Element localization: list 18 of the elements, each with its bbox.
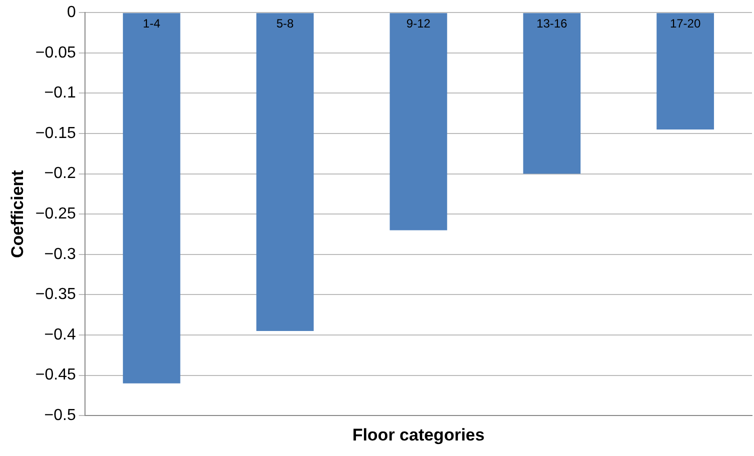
y-tick-label: −0.35 <box>35 286 76 304</box>
x-tick-label: 5-8 <box>276 16 294 30</box>
y-tick-label: −0.1 <box>44 84 76 102</box>
y-axis-title: Coefficient <box>8 170 27 258</box>
y-tick-label: −0.25 <box>35 206 76 223</box>
y-tick-label: −0.05 <box>35 44 76 62</box>
x-tick-label: 17-20 <box>670 16 701 30</box>
y-tick-label: −0.3 <box>44 246 76 263</box>
y-tick-label: −0.4 <box>44 326 76 344</box>
x-tick-label: 9-12 <box>406 16 431 30</box>
x-axis-title: Floor categories <box>352 425 485 444</box>
y-tick-label: −0.15 <box>35 124 76 142</box>
y-tick-label: −0.45 <box>35 366 76 384</box>
y-tick-label: −0.2 <box>44 165 76 182</box>
y-tick-label: −0.5 <box>44 407 76 424</box>
x-tick-label: 13-16 <box>536 16 568 30</box>
y-tick-label: 0 <box>66 4 76 22</box>
x-tick-label: 1-4 <box>142 16 161 30</box>
